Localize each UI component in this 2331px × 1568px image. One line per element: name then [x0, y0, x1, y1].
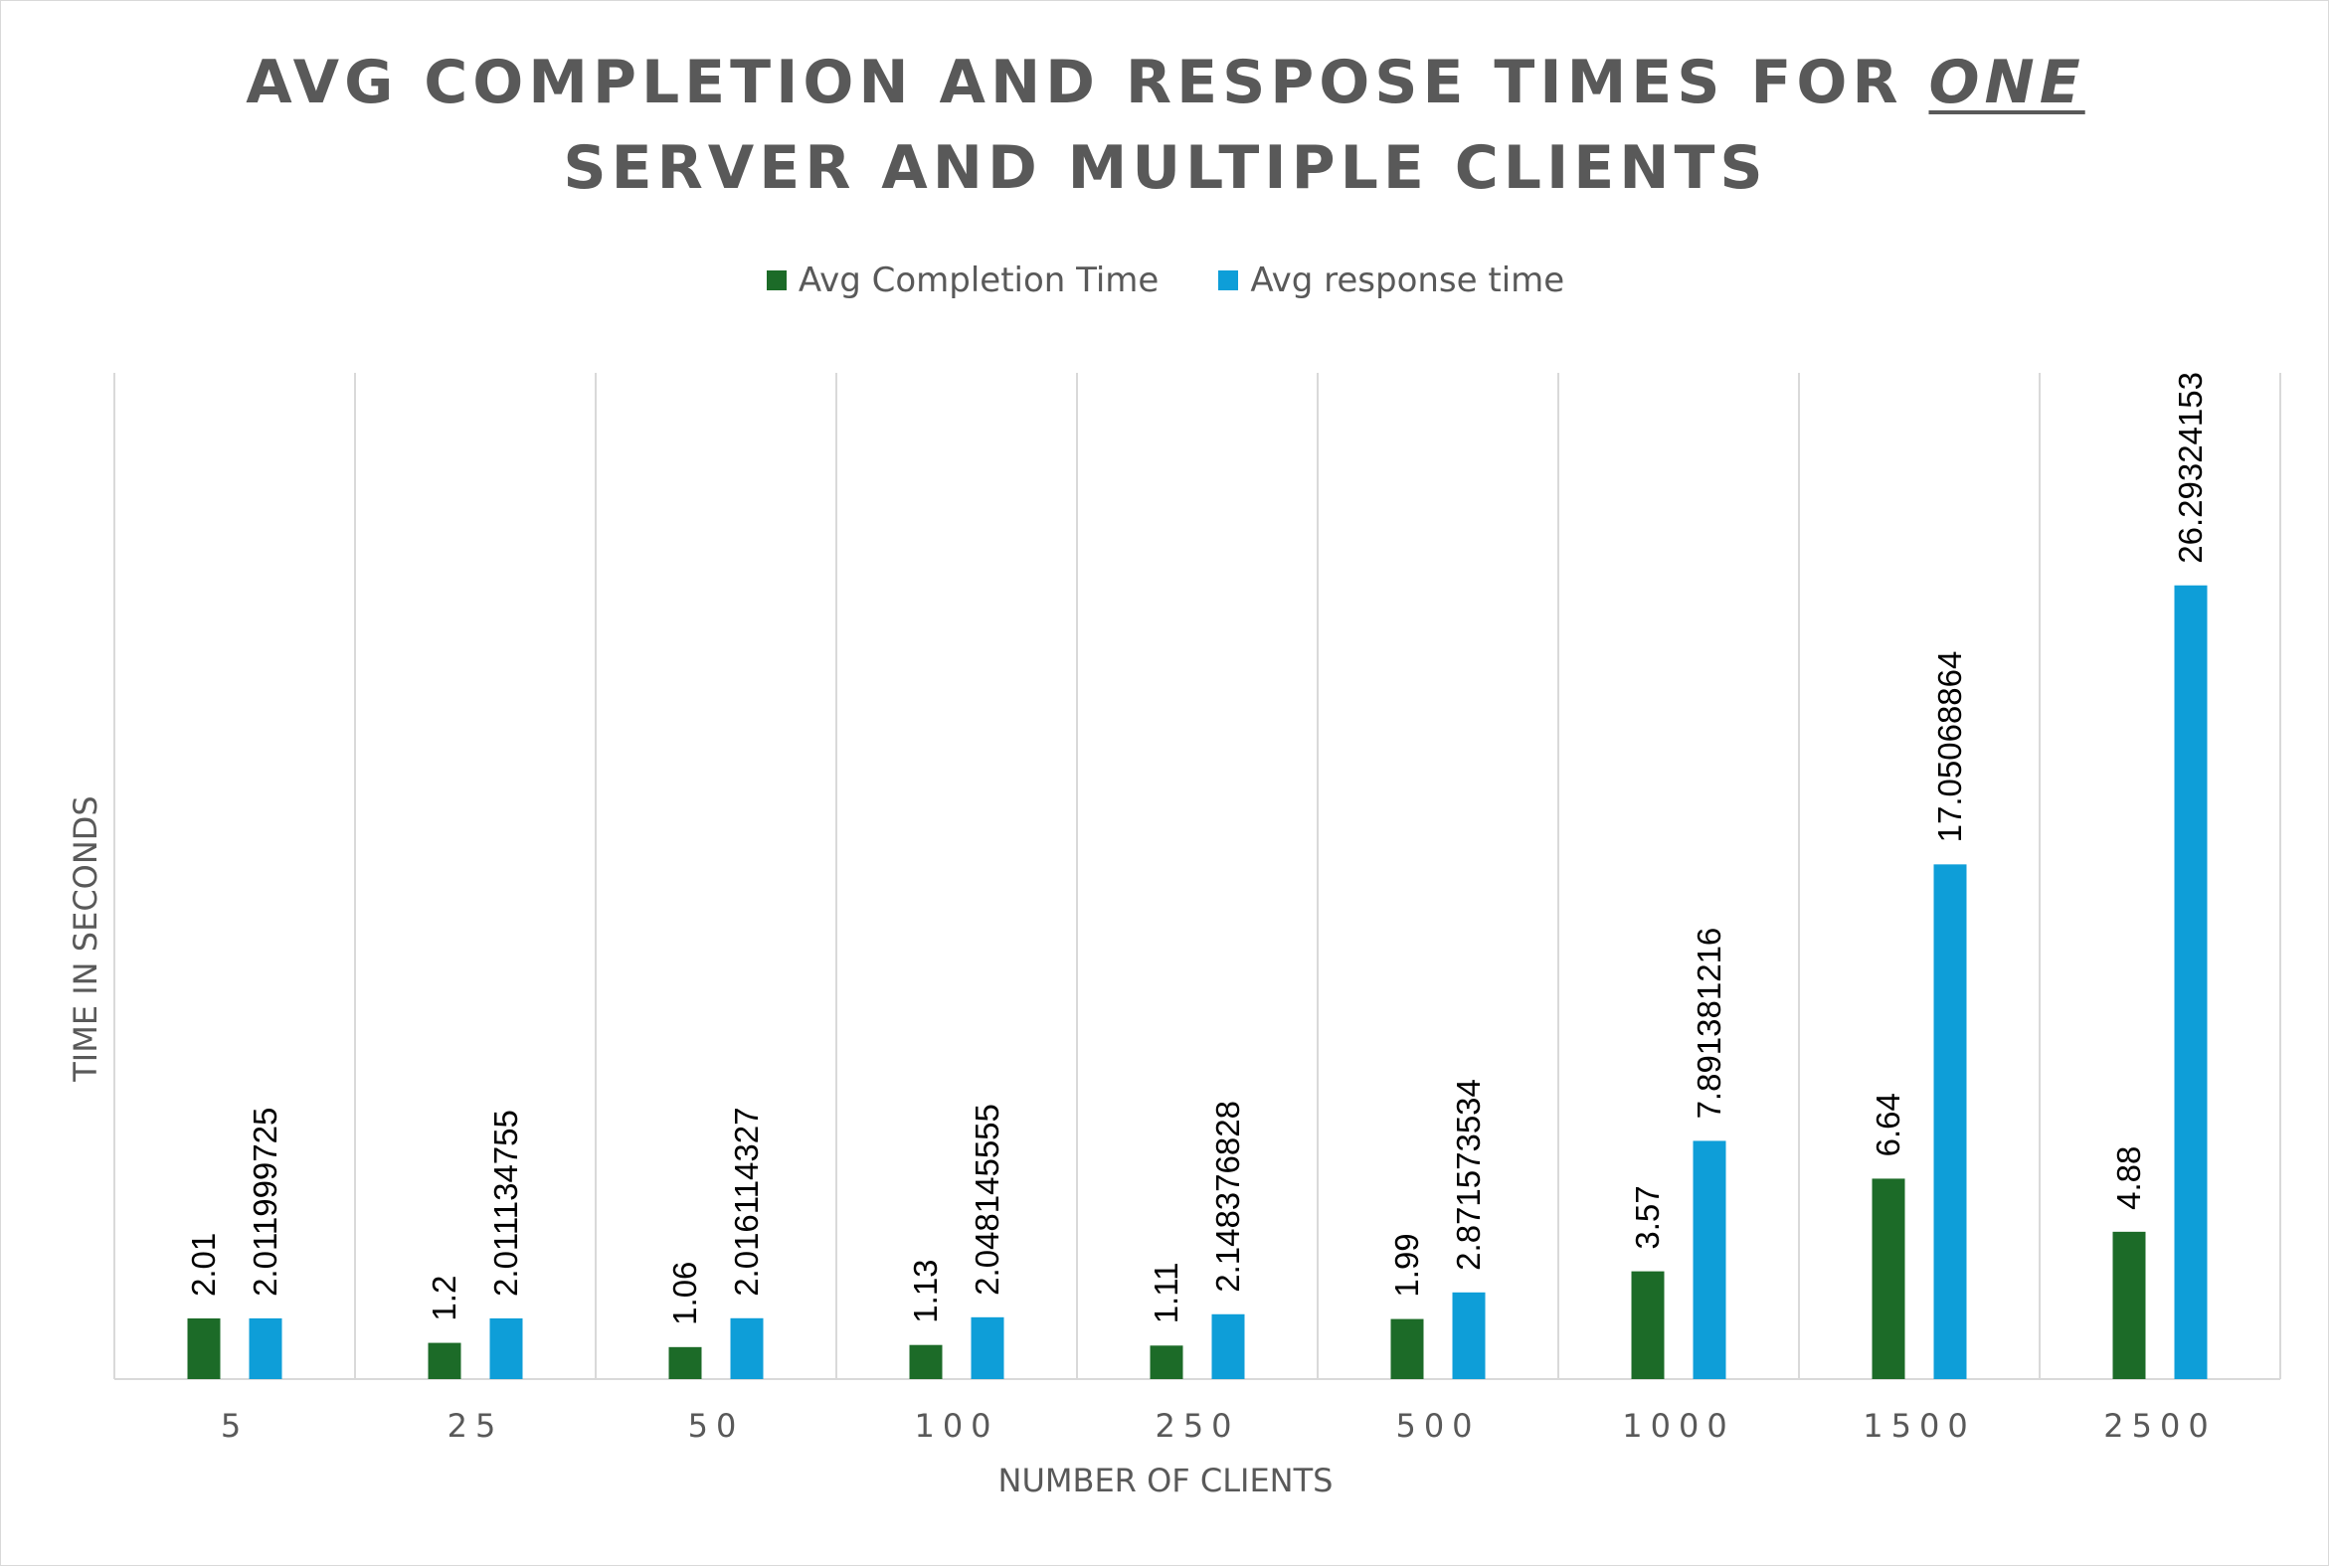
bar-response-time — [1933, 864, 1967, 1379]
chart-title-line-1: AVG COMPLETION AND RESPOSE TIMES FOR ONE — [0, 40, 2331, 125]
bar-response-time — [1693, 1140, 1726, 1379]
x-tick-label: 25 — [448, 1407, 504, 1445]
bar-completion-time — [2112, 1231, 2146, 1379]
x-tick-label: 1500 — [1863, 1407, 1975, 1445]
legend-label-response: Avg response time — [1250, 261, 1565, 300]
data-label-completion: 1.06 — [666, 1262, 703, 1325]
data-label-completion: 1.11 — [1148, 1263, 1184, 1324]
data-label-response: 7.891381216 — [1691, 928, 1727, 1120]
x-axis-title: NUMBER OF CLIENTS — [997, 1462, 1334, 1499]
data-label-response: 2.016114327 — [728, 1108, 765, 1297]
x-tick-label: 500 — [1395, 1407, 1480, 1445]
bar-response-time — [249, 1317, 282, 1379]
bar-response-time — [730, 1317, 764, 1379]
data-label-response: 2.011134755 — [487, 1110, 524, 1297]
data-label-response: 2.148376828 — [1209, 1101, 1246, 1293]
data-label-response: 2.011999725 — [247, 1108, 283, 1297]
bar-completion-time — [909, 1344, 943, 1379]
x-tick-label: 100 — [914, 1407, 998, 1445]
legend-swatch-response — [1218, 270, 1239, 290]
legend-label-completion: Avg Completion Time — [798, 261, 1160, 300]
bar-response-time — [1211, 1313, 1245, 1379]
data-label-response: 26.29324153 — [2172, 372, 2209, 564]
bar-completion-time — [187, 1317, 221, 1379]
data-label-response: 2.048145555 — [969, 1104, 1005, 1296]
data-label-response: 17.05068864 — [1931, 651, 1968, 843]
data-label-completion: 4.88 — [2110, 1146, 2147, 1210]
x-tick-label: 5 — [221, 1407, 249, 1445]
legend-item-response: Avg response time — [1218, 261, 1564, 300]
x-tick-label: 2500 — [2103, 1407, 2216, 1445]
bar-response-time — [489, 1317, 523, 1379]
x-tick-label: 1000 — [1622, 1407, 1734, 1445]
data-label-completion: 2.01 — [185, 1233, 222, 1297]
x-tick-label: 250 — [1155, 1407, 1239, 1445]
chart-title-emphasis: ONE — [1928, 48, 2085, 117]
bar-completion-time — [1390, 1318, 1424, 1379]
bar-response-time — [2174, 585, 2208, 1379]
y-axis-title: TIME IN SECONDS — [67, 795, 104, 1082]
chart-title-prefix: AVG COMPLETION AND RESPOSE TIMES FOR — [246, 48, 1929, 117]
bar-completion-time — [668, 1346, 702, 1379]
bar-completion-time — [1631, 1271, 1665, 1379]
data-label-completion: 1.99 — [1388, 1233, 1425, 1297]
bar-response-time — [971, 1316, 1004, 1379]
chart-title-line-2: SERVER AND MULTIPLE CLIENTS — [563, 133, 1768, 203]
data-label-completion: 1.13 — [907, 1259, 944, 1322]
chart-title: AVG COMPLETION AND RESPOSE TIMES FOR ONE… — [0, 40, 2331, 211]
data-label-completion: 6.64 — [1870, 1093, 1906, 1156]
bar-completion-time — [1150, 1345, 1183, 1379]
data-label-completion: 3.57 — [1629, 1185, 1666, 1249]
bar-completion-time — [1872, 1178, 1905, 1379]
data-label-completion: 1.2 — [426, 1276, 462, 1321]
chart-legend: Avg Completion Time Avg response time — [0, 261, 2331, 300]
legend-swatch-completion — [766, 270, 787, 290]
x-tick-label: 50 — [688, 1407, 745, 1445]
bar-completion-time — [428, 1342, 461, 1379]
bar-response-time — [1452, 1292, 1486, 1379]
legend-item-completion: Avg Completion Time — [766, 261, 1160, 300]
data-label-response: 2.871573534 — [1450, 1079, 1487, 1271]
